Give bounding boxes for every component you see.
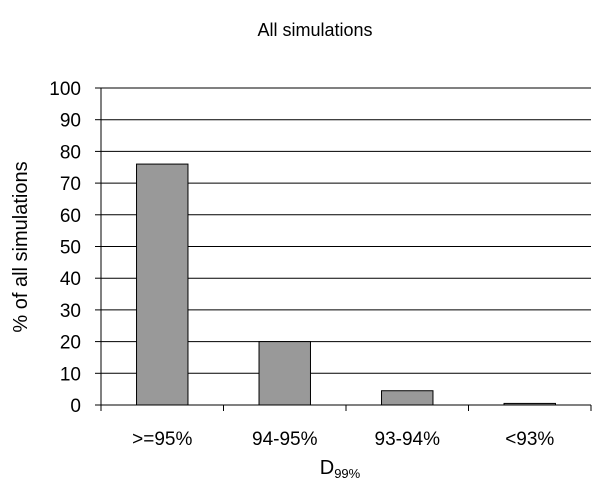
y-tick-label: 50 bbox=[60, 238, 81, 259]
x-axis-title: D99% bbox=[320, 457, 361, 481]
bar bbox=[136, 163, 189, 406]
y-tick-label: 20 bbox=[60, 333, 81, 354]
bars bbox=[136, 163, 556, 406]
x-axis-title-subscript: 99% bbox=[334, 466, 360, 481]
bar bbox=[381, 390, 434, 406]
x-axis-title-main: D bbox=[320, 457, 334, 479]
y-tick-label: 40 bbox=[60, 269, 81, 290]
chart-title: All simulations bbox=[257, 20, 372, 40]
bar bbox=[258, 341, 311, 406]
x-tick-label: <93% bbox=[505, 429, 554, 450]
y-tick-label: 10 bbox=[60, 364, 81, 385]
y-tick-label: 80 bbox=[60, 142, 81, 163]
y-tick-label: 30 bbox=[60, 301, 81, 322]
x-axis-ticks: >=95% 94-95% 93-94% <93% bbox=[100, 405, 592, 450]
y-tick-label: 60 bbox=[60, 206, 81, 227]
x-tick-label: 94-95% bbox=[252, 429, 318, 450]
x-tick-label: >=95% bbox=[132, 429, 192, 450]
y-tick-label: 0 bbox=[70, 396, 81, 417]
y-tick-label: 70 bbox=[60, 174, 81, 195]
y-tick-label: 100 bbox=[49, 79, 81, 100]
y-tick-label: 90 bbox=[60, 111, 81, 132]
y-axis-title: % of all simulations bbox=[10, 161, 32, 332]
y-axis-ticks: 0 10 20 30 40 50 60 70 80 90 100 bbox=[49, 79, 101, 417]
x-tick-label: 93-94% bbox=[375, 429, 441, 450]
